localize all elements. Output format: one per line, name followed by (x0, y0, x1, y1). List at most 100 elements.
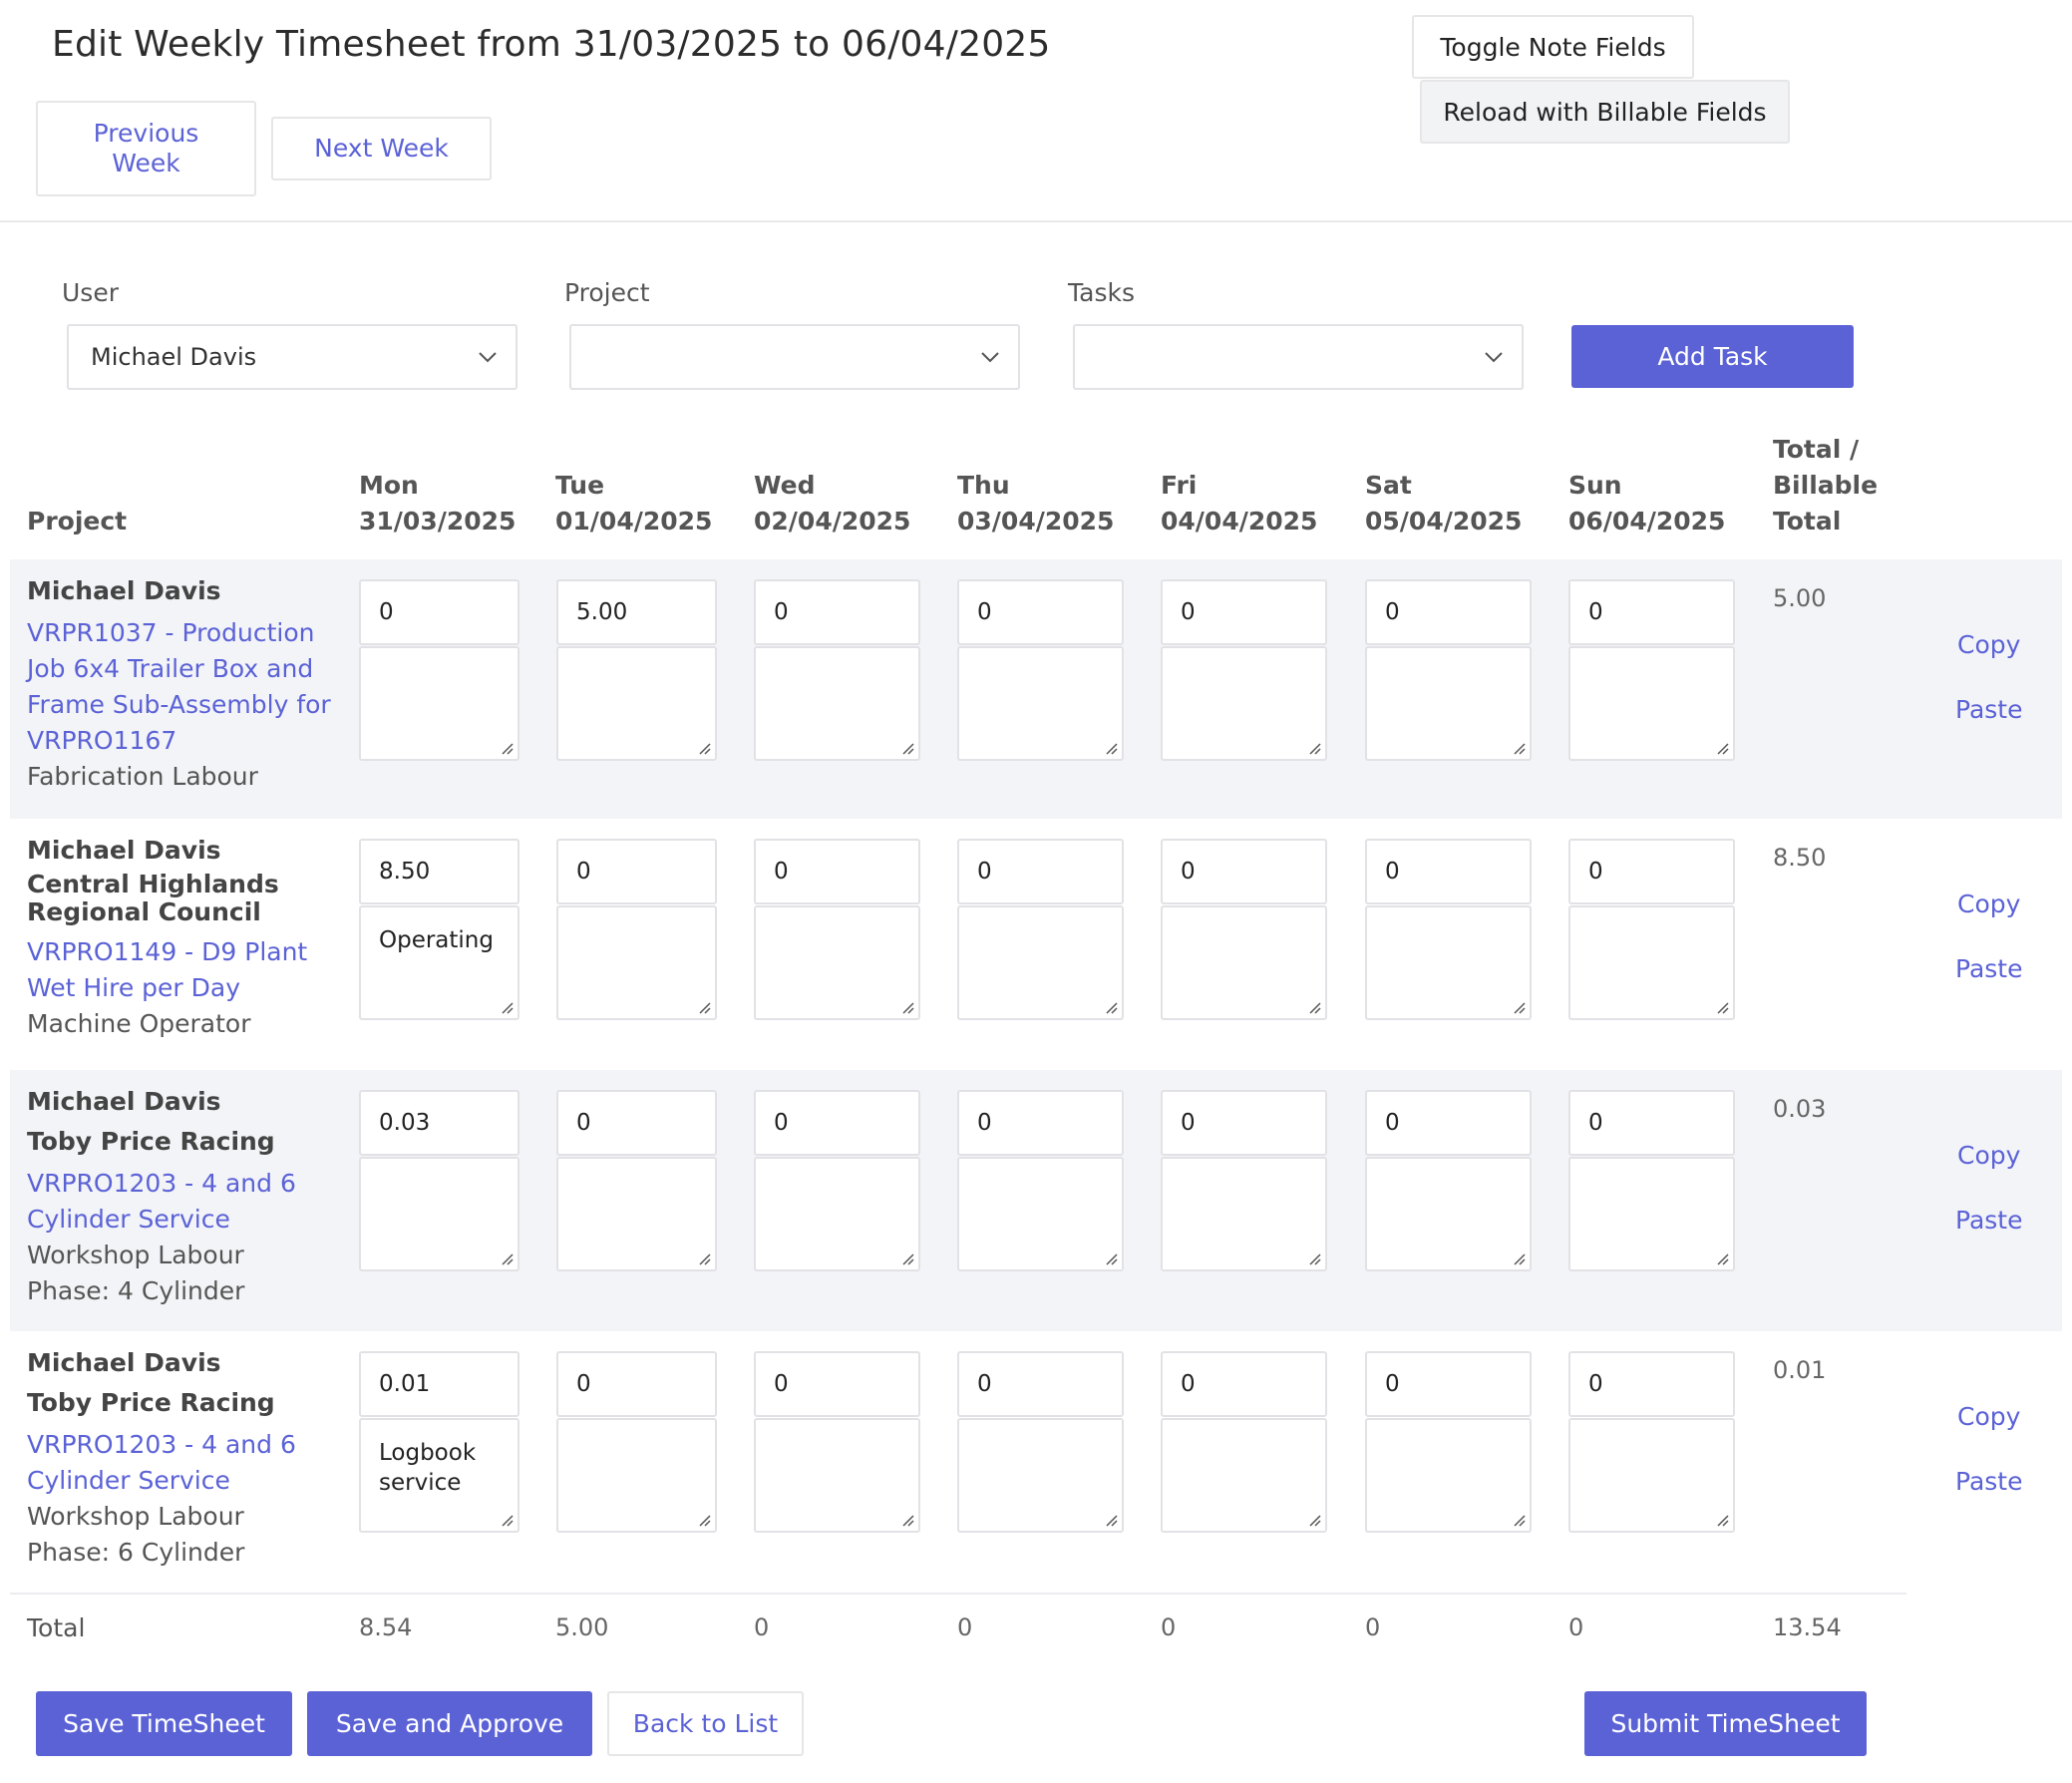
reload-billable-button[interactable]: Reload with Billable Fields (1420, 80, 1790, 144)
resize-grip-icon[interactable] (699, 1002, 711, 1014)
note-textarea-thu[interactable] (957, 1418, 1124, 1533)
note-textarea-sun[interactable] (1568, 1157, 1735, 1271)
resize-grip-icon[interactable] (1309, 1515, 1321, 1527)
resize-grip-icon[interactable] (502, 1253, 514, 1265)
hours-input-thu[interactable]: 0 (957, 1090, 1124, 1156)
note-textarea-sat[interactable] (1365, 905, 1532, 1020)
back-to-list-button[interactable]: Back to List (607, 1691, 804, 1756)
resize-grip-icon[interactable] (1309, 1253, 1321, 1265)
note-textarea-mon[interactable] (359, 1157, 519, 1271)
hours-input-sat[interactable]: 0 (1365, 1351, 1532, 1417)
resize-grip-icon[interactable] (1717, 1253, 1729, 1265)
add-task-button[interactable]: Add Task (1571, 325, 1854, 388)
copy-link[interactable]: Copy (1957, 890, 2021, 918)
note-textarea-tue[interactable] (556, 1157, 717, 1271)
paste-link[interactable]: Paste (1955, 954, 2023, 983)
note-textarea-tue[interactable] (556, 646, 717, 761)
hours-input-thu[interactable]: 0 (957, 839, 1124, 904)
hours-input-sat[interactable]: 0 (1365, 579, 1532, 645)
submit-timesheet-button[interactable]: Submit TimeSheet (1584, 1691, 1867, 1756)
resize-grip-icon[interactable] (1514, 1515, 1526, 1527)
resize-grip-icon[interactable] (1717, 1002, 1729, 1014)
resize-grip-icon[interactable] (1106, 743, 1118, 755)
note-textarea-fri[interactable] (1161, 1157, 1327, 1271)
resize-grip-icon[interactable] (1717, 743, 1729, 755)
note-textarea-thu[interactable] (957, 646, 1124, 761)
note-textarea-thu[interactable] (957, 905, 1124, 1020)
resize-grip-icon[interactable] (1106, 1253, 1118, 1265)
copy-link[interactable]: Copy (1957, 1141, 2021, 1170)
note-textarea-wed[interactable] (754, 905, 920, 1020)
resize-grip-icon[interactable] (1106, 1515, 1118, 1527)
resize-grip-icon[interactable] (1106, 1002, 1118, 1014)
hours-input-wed[interactable]: 0 (754, 1090, 920, 1156)
hours-input-fri[interactable]: 0 (1161, 1351, 1327, 1417)
resize-grip-icon[interactable] (1309, 743, 1321, 755)
resize-grip-icon[interactable] (902, 1515, 914, 1527)
hours-input-tue[interactable]: 5.00 (556, 579, 717, 645)
note-textarea-wed[interactable] (754, 1157, 920, 1271)
copy-link[interactable]: Copy (1957, 630, 2021, 659)
hours-input-fri[interactable]: 0 (1161, 839, 1327, 904)
row-project-link[interactable]: VRPRO1149 - D9 Plant Wet Hire per Day (27, 937, 308, 1002)
row-project-link[interactable]: VRPRO1203 - 4 and 6 Cylinder Service (27, 1430, 296, 1495)
hours-input-sat[interactable]: 0 (1365, 839, 1532, 904)
note-textarea-thu[interactable] (957, 1157, 1124, 1271)
note-textarea-wed[interactable] (754, 1418, 920, 1533)
resize-grip-icon[interactable] (502, 1002, 514, 1014)
resize-grip-icon[interactable] (902, 1253, 914, 1265)
hours-input-sun[interactable]: 0 (1568, 1090, 1735, 1156)
note-textarea-wed[interactable] (754, 646, 920, 761)
note-textarea-tue[interactable] (556, 1418, 717, 1533)
hours-input-wed[interactable]: 0 (754, 579, 920, 645)
row-project-link[interactable]: VRPRO1203 - 4 and 6 Cylinder Service (27, 1169, 296, 1234)
note-textarea-sat[interactable] (1365, 646, 1532, 761)
hours-input-thu[interactable]: 0 (957, 579, 1124, 645)
hours-input-wed[interactable]: 0 (754, 839, 920, 904)
resize-grip-icon[interactable] (502, 743, 514, 755)
note-textarea-mon[interactable]: Operating (359, 905, 519, 1020)
paste-link[interactable]: Paste (1955, 1206, 2023, 1235)
note-textarea-mon[interactable] (359, 646, 519, 761)
note-textarea-fri[interactable] (1161, 646, 1327, 761)
save-timesheet-button[interactable]: Save TimeSheet (36, 1691, 292, 1756)
note-textarea-mon[interactable]: Logbook service (359, 1418, 519, 1533)
resize-grip-icon[interactable] (699, 1515, 711, 1527)
hours-input-mon[interactable]: 0.03 (359, 1090, 519, 1156)
note-textarea-fri[interactable] (1161, 1418, 1327, 1533)
hours-input-tue[interactable]: 0 (556, 1351, 717, 1417)
hours-input-fri[interactable]: 0 (1161, 1090, 1327, 1156)
note-textarea-fri[interactable] (1161, 905, 1327, 1020)
resize-grip-icon[interactable] (902, 743, 914, 755)
resize-grip-icon[interactable] (1717, 1515, 1729, 1527)
paste-link[interactable]: Paste (1955, 695, 2023, 724)
resize-grip-icon[interactable] (1514, 743, 1526, 755)
hours-input-sat[interactable]: 0 (1365, 1090, 1532, 1156)
hours-input-mon[interactable]: 0.01 (359, 1351, 519, 1417)
hours-input-sun[interactable]: 0 (1568, 579, 1735, 645)
note-textarea-tue[interactable] (556, 905, 717, 1020)
toggle-note-fields-button[interactable]: Toggle Note Fields (1412, 15, 1694, 79)
save-and-approve-button[interactable]: Save and Approve (307, 1691, 592, 1756)
resize-grip-icon[interactable] (699, 1253, 711, 1265)
hours-input-fri[interactable]: 0 (1161, 579, 1327, 645)
note-textarea-sun[interactable] (1568, 905, 1735, 1020)
next-week-button[interactable]: Next Week (271, 117, 492, 180)
resize-grip-icon[interactable] (902, 1002, 914, 1014)
hours-input-tue[interactable]: 0 (556, 1090, 717, 1156)
resize-grip-icon[interactable] (1514, 1253, 1526, 1265)
row-project-link[interactable]: VRPR1037 - Production Job 6x4 Trailer Bo… (27, 618, 331, 755)
hours-input-mon[interactable]: 8.50 (359, 839, 519, 904)
paste-link[interactable]: Paste (1955, 1467, 2023, 1496)
hours-input-tue[interactable]: 0 (556, 839, 717, 904)
note-textarea-sat[interactable] (1365, 1418, 1532, 1533)
project-select[interactable] (569, 324, 1020, 390)
tasks-select[interactable] (1073, 324, 1524, 390)
hours-input-thu[interactable]: 0 (957, 1351, 1124, 1417)
note-textarea-sun[interactable] (1568, 646, 1735, 761)
hours-input-sun[interactable]: 0 (1568, 1351, 1735, 1417)
hours-input-mon[interactable]: 0 (359, 579, 519, 645)
previous-week-button[interactable]: Previous Week (36, 101, 256, 196)
copy-link[interactable]: Copy (1957, 1402, 2021, 1431)
resize-grip-icon[interactable] (699, 743, 711, 755)
